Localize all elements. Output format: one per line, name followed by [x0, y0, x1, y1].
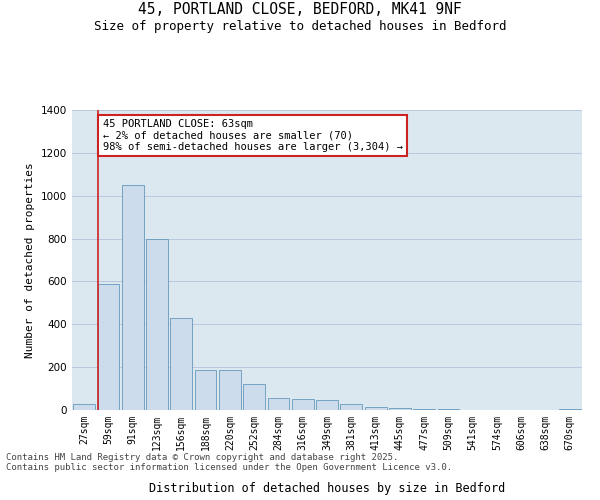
- Text: Contains HM Land Registry data © Crown copyright and database right 2025.: Contains HM Land Registry data © Crown c…: [6, 454, 398, 462]
- Bar: [146, 238, 168, 410]
- Bar: [340, 404, 362, 410]
- Bar: [97, 284, 119, 410]
- Bar: [122, 185, 143, 410]
- Text: Contains public sector information licensed under the Open Government Licence v3: Contains public sector information licen…: [6, 464, 452, 472]
- Text: Size of property relative to detached houses in Bedford: Size of property relative to detached ho…: [94, 20, 506, 33]
- Bar: [268, 398, 289, 410]
- Bar: [365, 407, 386, 410]
- Text: 45 PORTLAND CLOSE: 63sqm
← 2% of detached houses are smaller (70)
98% of semi-de: 45 PORTLAND CLOSE: 63sqm ← 2% of detache…: [103, 119, 403, 152]
- Bar: [170, 318, 192, 410]
- Text: 45, PORTLAND CLOSE, BEDFORD, MK41 9NF: 45, PORTLAND CLOSE, BEDFORD, MK41 9NF: [138, 2, 462, 18]
- Bar: [194, 370, 217, 410]
- Y-axis label: Number of detached properties: Number of detached properties: [25, 162, 35, 358]
- Bar: [243, 384, 265, 410]
- Text: Distribution of detached houses by size in Bedford: Distribution of detached houses by size …: [149, 482, 505, 495]
- Bar: [73, 404, 95, 410]
- Bar: [316, 400, 338, 410]
- Bar: [292, 400, 314, 410]
- Bar: [559, 409, 581, 410]
- Bar: [389, 408, 411, 410]
- Bar: [219, 370, 241, 410]
- Bar: [413, 409, 435, 410]
